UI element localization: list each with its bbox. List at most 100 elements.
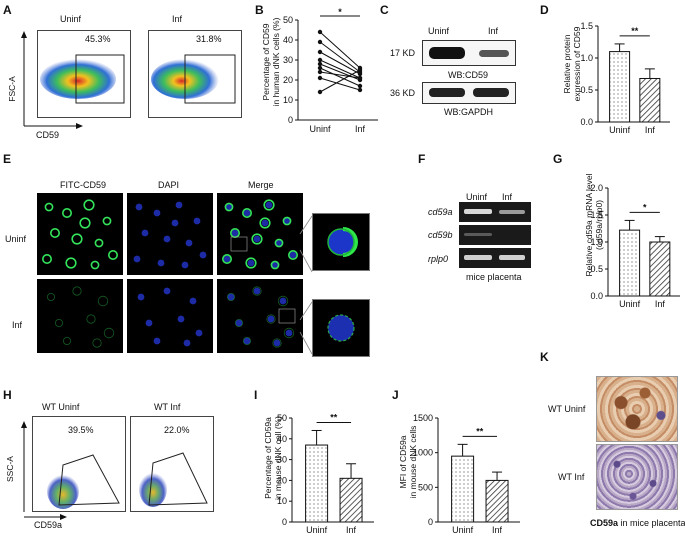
micro-membrane (272, 338, 282, 348)
chart-j-ytick-label: 1500 (413, 413, 433, 423)
chart-d-sig-label: ** (631, 26, 639, 36)
micro-e-col1: FITC-CD59 (60, 180, 107, 190)
micro-membrane (90, 260, 100, 270)
micro-membrane (282, 216, 292, 226)
chart-b-series-line (319, 77, 361, 91)
ihc-k-caption-bold: CD59a (590, 518, 619, 528)
flow-plot-wt-uninf-graphic (47, 454, 120, 509)
micro-nucleus (171, 219, 179, 227)
ihc-k-row2: WT Inf (558, 472, 585, 482)
flow-a-yaxis: FSC-A (7, 76, 17, 102)
chart-d-xtick-label: Inf (645, 125, 656, 135)
chart-j-sig-label: ** (476, 426, 484, 436)
blot-cd59-band-uninf (429, 47, 465, 59)
chart-j-xtick-label: Inf (492, 525, 503, 535)
micro-membrane (62, 337, 71, 346)
micro-membrane (83, 199, 95, 211)
chart-g: 0.0 0.5 1.0 1.5 2.0 Uninf Inf * (590, 183, 680, 309)
blot-c-kd1: 17 KD (390, 48, 416, 58)
flow-plot-inf-graphic (151, 54, 236, 104)
micro-nucleus (243, 209, 251, 217)
micro-membrane (252, 286, 262, 296)
micro-membrane (222, 253, 232, 264)
flow-plot-wt-inf (130, 416, 214, 512)
panel-letter-b: B (255, 3, 264, 17)
micro-membrane (92, 338, 102, 348)
micro-e-row1: Uninf (5, 234, 27, 244)
blot-c-col1: Uninf (428, 26, 450, 36)
chart-b-series-line (319, 41, 361, 73)
zoom-lines-inf (299, 301, 313, 355)
micro-dapi-inf-cells (137, 287, 203, 347)
gel-lane-cd59a (459, 202, 531, 222)
flow-plot-uninf (37, 30, 131, 118)
flow-a-right-pct: 31.8% (196, 34, 222, 44)
micro-membrane (42, 253, 52, 264)
chart-d-ylabel-1: Relative protein (562, 34, 572, 94)
chart-b-ytick-label: 50 (283, 15, 293, 25)
chart-j-ylabel-2: in mouse dNK cells (408, 425, 418, 499)
micro-membrane (263, 199, 275, 211)
micro-membrane (224, 202, 234, 212)
micro-nucleus (261, 219, 269, 227)
chart-g-xtick-label: Uninf (619, 299, 641, 309)
flow-h-right-title: WT Inf (154, 402, 181, 412)
micro-merge-inf-cells (226, 286, 296, 348)
flow-h-x-arrow (24, 514, 67, 520)
micro-membrane (97, 295, 109, 307)
micro-nucleus (289, 251, 297, 259)
micro-membrane (71, 233, 83, 245)
micro-nucleus (133, 255, 141, 263)
chart-b-ytick-label: 10 (283, 95, 293, 105)
chart-i-bar (305, 444, 329, 523)
panel-letter-g: G (553, 152, 563, 166)
micro-nucleus (145, 319, 153, 327)
chart-j-ylabel-1: MFI of CD59a (398, 435, 408, 489)
blot-c-wb2: WB:GAPDH (444, 107, 494, 117)
chart-i-ytick-label: 40 (277, 434, 287, 444)
micro-fitc-inf (37, 279, 123, 353)
micro-membrane (61, 208, 72, 218)
flow-h-left-title: WT Uninf (42, 402, 80, 412)
micro-nucleus (247, 259, 255, 267)
chart-g-ytick-label: 1.0 (590, 237, 603, 247)
micro-e-row2: Inf (12, 320, 23, 330)
panel-letter-a: A (3, 3, 12, 17)
flow-h-right-pct: 22.0% (164, 425, 190, 435)
blot-c-col2: Inf (488, 26, 499, 36)
zoom-inset-uninf (312, 213, 370, 271)
chart-i-ylabel-1: Percentage of CD59a (263, 417, 273, 499)
chart-b-point (317, 65, 323, 71)
chart-b-ylabel: Percentage of CD59 in human dNK cells (%) (261, 7, 281, 117)
micro-nucleus (141, 229, 149, 237)
zoom-lines-uninf (299, 215, 313, 273)
micro-nucleus (271, 261, 279, 269)
micro-zoom-box (230, 236, 248, 252)
panel-letter-h: H (3, 388, 12, 402)
micro-nucleus (225, 203, 233, 211)
ihc-wt-uninf (596, 376, 678, 442)
micro-dapi-uninf (127, 193, 213, 275)
panel-letter-i: I (254, 388, 258, 402)
flow-a-left-title: Uninf (60, 14, 82, 24)
gel-band-rplp0-inf (499, 255, 525, 260)
blot-c-wb1: WB:CD59 (448, 70, 489, 80)
micro-nucleus (189, 297, 197, 305)
chart-g-bar (649, 241, 671, 297)
micro-nucleus (275, 239, 283, 247)
micro-membrane (288, 249, 299, 260)
zoom-inset-inf (312, 299, 370, 357)
chart-i-ytick-label: 20 (277, 475, 287, 485)
micro-nucleus (231, 229, 239, 237)
flow-plot-wt-inf-graphic (139, 452, 208, 507)
chart-b-point (357, 87, 363, 93)
chart-b-ylabel-1: Percentage of CD59 (261, 23, 271, 101)
gel-band-cd59b-uninf (464, 233, 492, 236)
chart-d: 0.0 0.5 1.0 1.5 Uninf Inf ** (580, 21, 670, 135)
chart-b-point (317, 69, 323, 75)
micro-membrane (283, 327, 295, 339)
chart-d-ytick-label: 1.5 (580, 21, 593, 31)
panel-letter-e: E (3, 152, 12, 166)
chart-g-xtick-label: Inf (655, 299, 666, 309)
micro-fitc-inf-cells (46, 286, 115, 348)
